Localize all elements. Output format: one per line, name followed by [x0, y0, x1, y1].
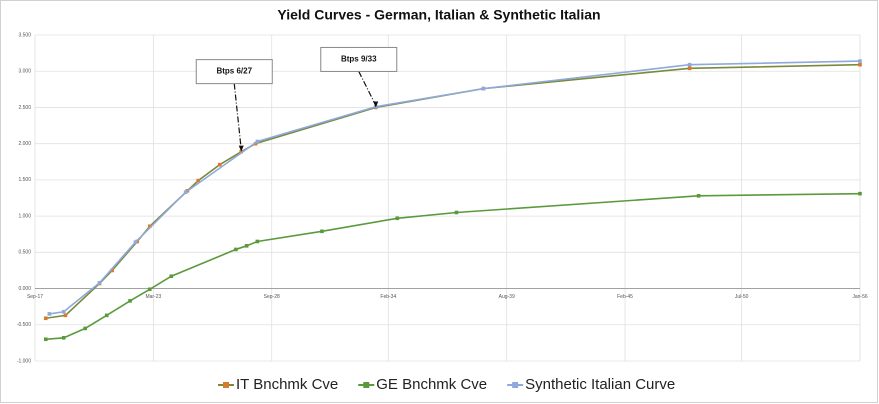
point	[454, 210, 459, 215]
y-tick-label: 3.500	[18, 32, 31, 38]
legend-marker	[363, 382, 370, 388]
point	[687, 62, 692, 67]
point	[63, 313, 68, 318]
point	[83, 326, 88, 331]
point	[147, 287, 152, 292]
point	[217, 162, 222, 167]
annotation-text: Btps 6/27	[216, 67, 252, 76]
point	[858, 62, 862, 67]
x-tick-label: Aug-39	[499, 294, 515, 300]
point	[97, 280, 102, 285]
annotation-arrow	[358, 71, 377, 106]
x-tick-label: Mar-23	[145, 294, 161, 300]
point	[128, 299, 132, 303]
point	[61, 336, 66, 340]
point	[687, 66, 692, 71]
point	[255, 239, 260, 244]
y-tick-label: 3.000	[18, 69, 31, 75]
point	[43, 337, 48, 342]
point	[255, 139, 260, 144]
point	[104, 313, 109, 318]
y-tick-label: -1.000	[17, 358, 31, 364]
chart-title: Yield Curves - German, Italian & Synthet…	[277, 7, 600, 23]
point	[320, 229, 324, 234]
point	[244, 244, 249, 248]
point	[481, 86, 486, 91]
point	[110, 268, 114, 273]
arrow-head	[238, 145, 244, 152]
annotation-box	[195, 59, 273, 85]
point	[61, 309, 66, 314]
point	[696, 194, 701, 198]
point	[858, 59, 862, 63]
legend-marker	[223, 382, 229, 388]
point	[133, 240, 138, 244]
x-tick-label: Jan-56	[852, 294, 868, 300]
point	[234, 247, 238, 252]
y-tick-label: 2.000	[18, 141, 31, 147]
legend-label: Synthetic Italian Curve	[525, 376, 675, 393]
x-tick-label: Jul-50	[735, 294, 749, 300]
legend-label: IT Bnchmk Cve	[236, 376, 338, 393]
point	[147, 224, 152, 229]
y-tick-label: 1.500	[18, 177, 31, 183]
point	[169, 274, 174, 279]
y-tick-label: 0.500	[18, 250, 31, 256]
y-tick-label: -0.500	[17, 322, 31, 328]
x-tick-label: Feb-34	[380, 294, 396, 300]
annotation-arrow	[233, 83, 242, 150]
point	[183, 190, 188, 195]
x-tick-label: Sep-17	[27, 294, 43, 300]
point	[47, 312, 52, 316]
point	[43, 316, 48, 321]
arrow-head	[373, 101, 379, 108]
x-tick-label: Sep-28	[264, 294, 280, 300]
point	[395, 216, 400, 221]
annotation-box	[320, 46, 398, 72]
point	[196, 178, 201, 183]
point	[858, 191, 862, 196]
y-tick-label: 2.500	[18, 105, 31, 111]
y-tick-label: 1.000	[18, 213, 31, 219]
legend: IT Bnchmk Cve GE Bnchmk Cve Synthetic Ital…	[218, 376, 675, 393]
series-line	[49, 60, 861, 315]
y-tick-label: 0.000	[18, 286, 31, 292]
legend-label: GE Bnchmk Cve	[376, 376, 487, 393]
x-tick-label: Feb-45	[617, 294, 633, 300]
legend-marker	[512, 382, 519, 388]
annotation-text: Btps 9/33	[341, 55, 377, 64]
